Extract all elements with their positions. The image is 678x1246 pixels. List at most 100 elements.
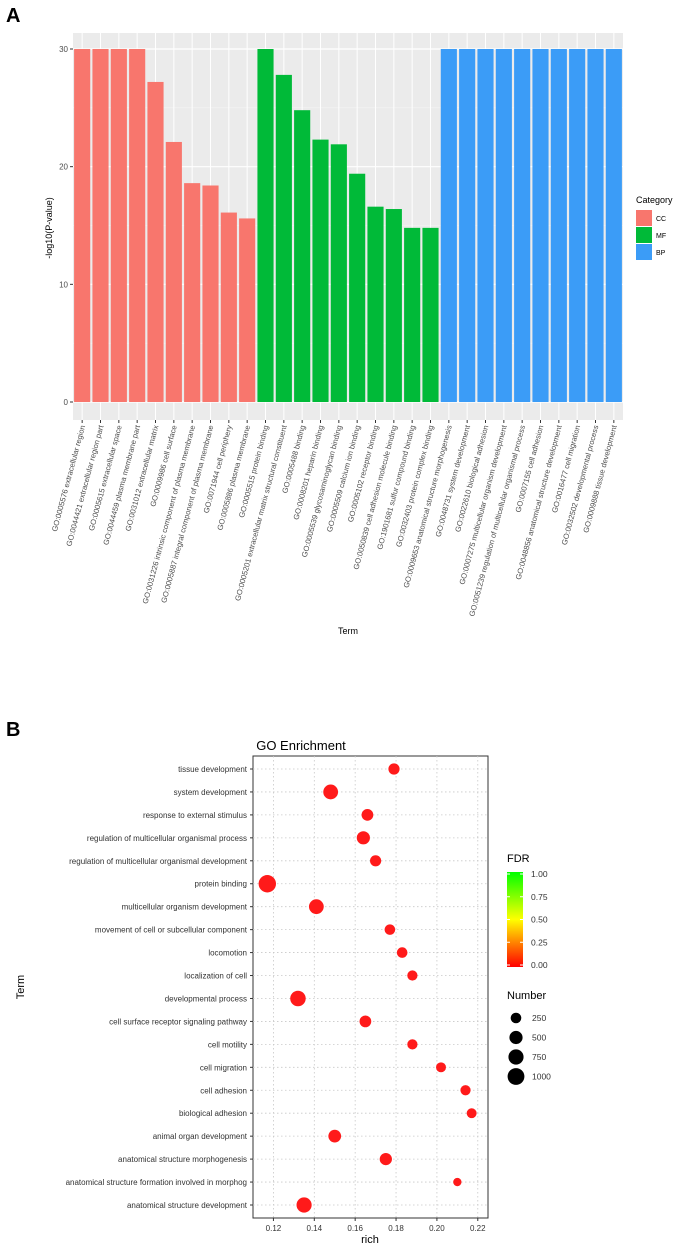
term-label: cell adhesion bbox=[200, 1086, 247, 1095]
legend-label: CC bbox=[656, 216, 666, 223]
x-tick-label: 0.18 bbox=[388, 1224, 404, 1233]
bar bbox=[110, 49, 127, 402]
y-tick-label: 30 bbox=[59, 45, 68, 54]
data-point bbox=[296, 1197, 312, 1213]
number-legend-title: Number bbox=[507, 990, 546, 1002]
plot-title: GO Enrichment bbox=[256, 738, 346, 753]
plot-background bbox=[73, 33, 623, 420]
bar bbox=[514, 49, 531, 402]
x-axis-title: Term bbox=[338, 626, 358, 636]
fdr-legend-title: FDR bbox=[507, 853, 530, 865]
bar bbox=[587, 49, 604, 402]
y-tick-label: 0 bbox=[64, 398, 69, 407]
legend-swatch bbox=[636, 227, 652, 243]
category-legend: Category CC MF BP bbox=[636, 195, 673, 260]
term-label: regulation of multicellular organismal p… bbox=[87, 834, 247, 843]
plot-panel bbox=[252, 755, 489, 1219]
term-label: cell motility bbox=[208, 1040, 247, 1049]
term-label: anatomical structure development bbox=[127, 1201, 248, 1210]
term-label: locomotion bbox=[208, 949, 247, 958]
size-legend-label: 250 bbox=[532, 1013, 546, 1023]
bar bbox=[294, 110, 311, 402]
term-label: animal organ development bbox=[153, 1132, 248, 1141]
fdr-colorbar bbox=[507, 872, 523, 967]
bar bbox=[275, 74, 292, 403]
bar bbox=[605, 49, 622, 402]
bar bbox=[74, 49, 91, 402]
bar bbox=[202, 185, 219, 402]
x-tick-label: 0.22 bbox=[470, 1224, 486, 1233]
data-point bbox=[407, 970, 418, 981]
bar bbox=[220, 212, 237, 402]
bar bbox=[147, 81, 164, 403]
bar bbox=[367, 206, 384, 402]
bar bbox=[404, 227, 421, 402]
fdr-tick-label: 0.50 bbox=[531, 915, 548, 925]
fdr-tick-label: 1.00 bbox=[531, 869, 548, 879]
bar bbox=[239, 218, 256, 402]
bar bbox=[385, 209, 402, 402]
bar bbox=[330, 144, 347, 402]
fdr-tick-label: 0.00 bbox=[531, 960, 548, 970]
term-label: anatomical structure formation involved … bbox=[66, 1178, 247, 1187]
bar bbox=[532, 49, 549, 402]
bar bbox=[569, 49, 586, 402]
bar bbox=[495, 49, 512, 402]
term-label: protein binding bbox=[195, 880, 247, 889]
data-point bbox=[379, 1152, 392, 1166]
x-tick-label: 0.14 bbox=[307, 1224, 323, 1233]
bar bbox=[459, 49, 476, 402]
bar bbox=[257, 49, 274, 402]
legend-label: MF bbox=[656, 233, 666, 240]
data-point bbox=[356, 831, 370, 845]
fdr-tick-label: 0.25 bbox=[531, 937, 548, 947]
data-point bbox=[466, 1108, 477, 1119]
bar bbox=[477, 49, 494, 402]
x-tick-label: 0.20 bbox=[429, 1224, 445, 1233]
data-point bbox=[359, 1015, 372, 1028]
term-label: tissue development bbox=[178, 765, 248, 774]
bar bbox=[422, 227, 439, 402]
term-label: response to external stimulus bbox=[143, 811, 247, 820]
data-point bbox=[328, 1129, 342, 1143]
term-label: developmental process bbox=[165, 994, 247, 1003]
term-label: multicellular organism development bbox=[122, 903, 248, 912]
data-point bbox=[290, 990, 306, 1007]
size-legend-label: 750 bbox=[532, 1052, 546, 1062]
size-legend-point bbox=[509, 1030, 523, 1045]
size-legend-label: 500 bbox=[532, 1033, 546, 1043]
bar bbox=[184, 183, 201, 402]
term-label: cell surface receptor signaling pathway bbox=[109, 1017, 247, 1026]
data-point bbox=[323, 784, 339, 800]
bar bbox=[312, 139, 329, 402]
fdr-tick-label: 0.75 bbox=[531, 892, 548, 902]
data-point bbox=[370, 855, 382, 867]
size-legend-label: 1000 bbox=[532, 1072, 551, 1082]
y-axis-title: -log10(P-value) bbox=[44, 197, 54, 259]
x-axis-title: rich bbox=[361, 1234, 379, 1246]
bar bbox=[165, 141, 182, 402]
x-tick-label: 0.12 bbox=[266, 1224, 282, 1233]
bar bbox=[92, 49, 109, 402]
legend-label: BP bbox=[656, 250, 666, 257]
data-point bbox=[384, 924, 396, 935]
data-point bbox=[361, 809, 374, 821]
legend-swatch bbox=[636, 244, 652, 260]
legend-swatch bbox=[636, 210, 652, 226]
term-label: cell migration bbox=[200, 1063, 247, 1072]
bar bbox=[129, 49, 146, 402]
data-point bbox=[436, 1062, 446, 1073]
x-tick-label: 0.16 bbox=[347, 1224, 363, 1233]
y-tick-label: 10 bbox=[59, 280, 68, 289]
term-label: biological adhesion bbox=[179, 1109, 247, 1118]
size-legend-point bbox=[507, 1068, 525, 1085]
term-label: system development bbox=[174, 788, 248, 797]
data-point bbox=[308, 899, 324, 915]
y-axis-title: Term bbox=[15, 975, 27, 999]
size-legend-point bbox=[508, 1049, 524, 1065]
number-legend: Number 250 500 750 1000 bbox=[507, 990, 551, 1085]
